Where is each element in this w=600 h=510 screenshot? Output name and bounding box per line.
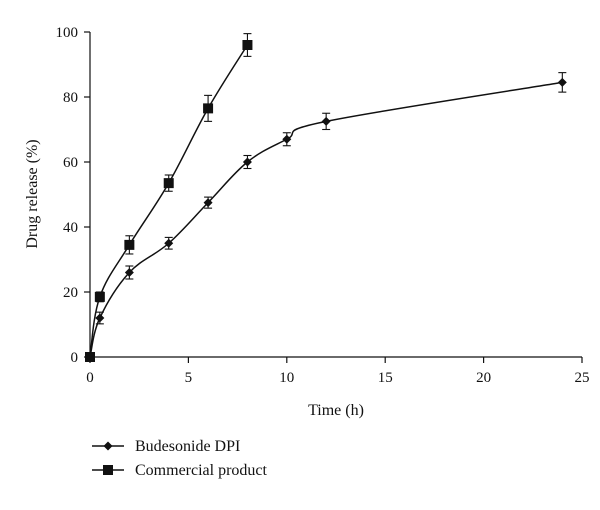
data-point [164, 238, 174, 248]
series-budesonide-dpi [85, 72, 567, 362]
data-point [203, 198, 213, 208]
x-tick-label: 25 [575, 370, 590, 386]
legend-marker [103, 441, 113, 451]
x-tick-label: 15 [378, 370, 393, 386]
data-point [557, 77, 567, 87]
data-point [242, 40, 253, 50]
x-tick-label: 20 [476, 370, 491, 386]
data-point [124, 268, 134, 277]
y-tick-label: 0 [71, 350, 79, 366]
data-point [242, 157, 252, 167]
legend-item: Commercial product [92, 462, 268, 479]
data-point [282, 134, 292, 144]
series-line [89, 81, 563, 358]
legend-marker [103, 465, 113, 475]
axes: 0 5 10 15 20 25 0 20 40 60 80 100 [56, 25, 590, 386]
data-point [203, 103, 214, 114]
y-tick-label: 60 [63, 155, 78, 171]
legend-label: Budesonide DPI [135, 438, 240, 455]
data-point [85, 352, 95, 362]
series-line [89, 44, 249, 358]
y-axis-label: Drug release (%) [24, 139, 41, 248]
plot-area [85, 33, 567, 362]
data-point [124, 239, 135, 250]
y-tick-label: 100 [56, 25, 79, 41]
y-tick-label: 80 [63, 90, 78, 106]
legend-item: Budesonide DPI [92, 438, 240, 455]
data-point [321, 116, 331, 126]
y-tick-label: 40 [63, 220, 78, 236]
legend: Budesonide DPI Commercial product [92, 438, 268, 479]
series-commercial-product [85, 33, 253, 362]
data-point [163, 178, 174, 189]
x-tick-label: 5 [185, 370, 193, 386]
data-point [94, 291, 105, 302]
x-tick-label: 10 [279, 370, 294, 386]
x-axis-label: Time (h) [308, 402, 364, 419]
legend-label: Commercial product [135, 462, 268, 479]
data-point [95, 313, 105, 323]
x-tick-label: 0 [86, 370, 94, 386]
y-tick-label: 20 [63, 285, 78, 301]
